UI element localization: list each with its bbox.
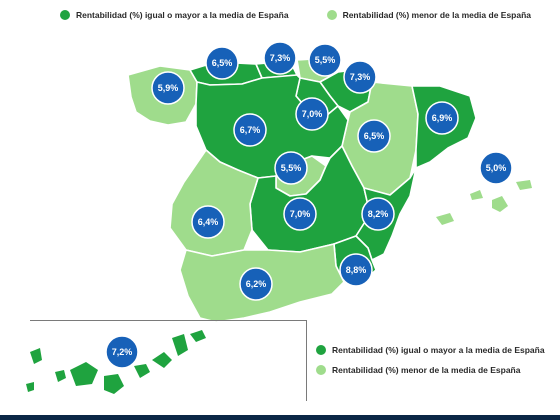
- legend-item-below: Rentabilidad (%) menor de la media de Es…: [326, 10, 532, 20]
- value-label-cataluna: 6,9%: [432, 113, 453, 123]
- value-label-navarra: 7,3%: [350, 72, 371, 82]
- value-badge-circle-aragon: [357, 119, 391, 153]
- value-label-galicia: 5,9%: [158, 83, 179, 93]
- legend-swatch-above: [60, 10, 70, 20]
- value-badge-circle-la-rioja: [295, 97, 329, 131]
- region-canarias-island-2: [55, 370, 66, 382]
- region-baleares-island-4: [516, 180, 532, 190]
- value-label-la-rioja: 7,0%: [302, 109, 323, 119]
- value-badge-circle-comunidad-valenciana: [361, 197, 395, 231]
- legend-swatch-below: [326, 10, 337, 20]
- value-label-aragon: 6,5%: [364, 131, 385, 141]
- value-badge-circle-navarra: [343, 60, 377, 94]
- legend-top: Rentabilidad (%) igual o mayor a la medi…: [60, 10, 531, 20]
- value-badge-pais-vasco: 5,5%: [308, 43, 342, 77]
- legend-label-above: Rentabilidad (%) igual o mayor a la medi…: [76, 10, 289, 20]
- value-badge-la-rioja: 7,0%: [295, 97, 329, 131]
- region-canarias-island-6: [152, 352, 172, 368]
- region-baleares-island-2: [470, 190, 483, 200]
- value-label-comunidad-valenciana: 8,2%: [368, 209, 389, 219]
- value-label-pais-vasco: 5,5%: [315, 55, 336, 65]
- legend-bottom: Rentabilidad (%) igual o mayor a la medi…: [316, 345, 545, 375]
- value-badge-galicia: 5,9%: [151, 71, 185, 105]
- region-canarias-island-8: [190, 330, 206, 342]
- value-badge-cataluna: 6,9%: [425, 101, 459, 135]
- value-label-madrid: 5,5%: [281, 163, 302, 173]
- value-label-cantabria: 7,3%: [270, 53, 291, 63]
- value-label-andalucia: 6,2%: [246, 279, 267, 289]
- value-badge-asturias: 6,5%: [205, 46, 239, 80]
- region-canarias-island-3: [70, 362, 98, 386]
- region-canarias-island-7: [172, 334, 188, 356]
- value-badge-circle-pais-vasco: [308, 43, 342, 77]
- value-badge-circle-castilla-y-leon: [233, 113, 267, 147]
- value-badge-circle-andalucia: [239, 267, 273, 301]
- region-canarias-island-4: [104, 374, 124, 394]
- value-label-baleares: 5,0%: [486, 163, 507, 173]
- legend-bottom-label-above: Rentabilidad (%) igual o mayor a la medi…: [332, 345, 545, 355]
- value-badge-circle-baleares: [479, 151, 513, 185]
- value-badge-cantabria: 7,3%: [263, 41, 297, 75]
- region-canarias-island-1: [30, 348, 42, 364]
- value-label-extremadura: 6,4%: [198, 217, 219, 227]
- value-label-castilla-y-leon: 6,7%: [240, 125, 261, 135]
- bottom-bar: [0, 415, 560, 420]
- value-badge-extremadura: 6,4%: [191, 205, 225, 239]
- value-badge-circle-madrid: [274, 151, 308, 185]
- value-badge-circle-cataluna: [425, 101, 459, 135]
- value-badge-circle-murcia: [339, 253, 373, 287]
- legend-bottom-item-below: Rentabilidad (%) menor de la media de Es…: [316, 365, 545, 375]
- legend-label-below: Rentabilidad (%) menor de la media de Es…: [342, 10, 532, 20]
- value-badge-navarra: 7,3%: [343, 60, 377, 94]
- value-badge-circle-extremadura: [191, 205, 225, 239]
- value-badge-aragon: 6,5%: [357, 119, 391, 153]
- legend-bottom-swatch-below: [316, 365, 326, 375]
- region-canarias-island-9: [26, 382, 34, 392]
- legend-bottom-swatch-above: [316, 345, 326, 355]
- value-badge-castilla-y-leon: 6,7%: [233, 113, 267, 147]
- region-baleares-island-3: [492, 196, 508, 212]
- region-canarias-island-5: [134, 364, 150, 378]
- value-badge-andalucia: 6,2%: [239, 267, 273, 301]
- canary-islands-inset-frame: [30, 320, 307, 401]
- value-label-canarias: 7,2%: [112, 347, 133, 357]
- value-badge-comunidad-valenciana: 8,2%: [361, 197, 395, 231]
- value-badge-circle-canarias: [105, 335, 139, 369]
- value-badge-circle-cantabria: [263, 41, 297, 75]
- value-label-castilla-la-mancha: 7,0%: [290, 209, 311, 219]
- value-label-asturias: 6,5%: [212, 58, 233, 68]
- legend-bottom-label-below: Rentabilidad (%) menor de la media de Es…: [332, 365, 521, 375]
- value-badge-baleares: 5,0%: [479, 151, 513, 185]
- value-badge-castilla-la-mancha: 7,0%: [283, 197, 317, 231]
- value-badge-canarias: 7,2%: [105, 335, 139, 369]
- value-badge-murcia: 8,8%: [339, 253, 373, 287]
- value-badge-madrid: 5,5%: [274, 151, 308, 185]
- region-baleares-island-1: [436, 213, 454, 225]
- legend-bottom-item-above: Rentabilidad (%) igual o mayor a la medi…: [316, 345, 545, 355]
- value-badge-circle-castilla-la-mancha: [283, 197, 317, 231]
- value-badge-circle-galicia: [151, 71, 185, 105]
- legend-item-above: Rentabilidad (%) igual o mayor a la medi…: [60, 10, 289, 20]
- value-badge-circle-asturias: [205, 46, 239, 80]
- value-label-murcia: 8,8%: [346, 265, 367, 275]
